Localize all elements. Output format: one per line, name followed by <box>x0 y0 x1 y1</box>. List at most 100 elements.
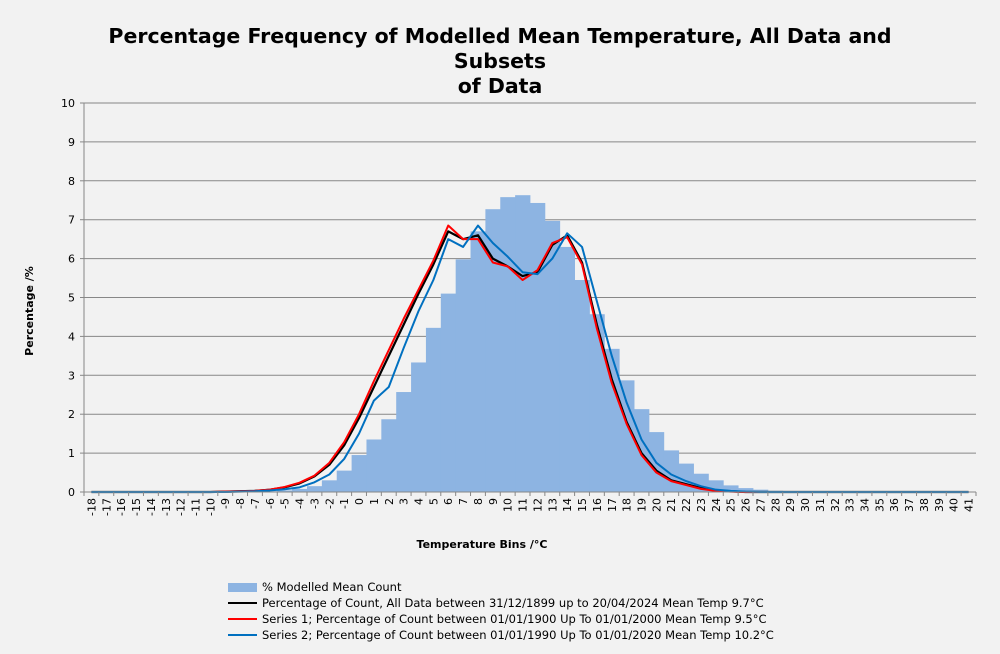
x-tick-label: 35 <box>873 498 886 512</box>
x-tick-label: 15 <box>576 498 589 512</box>
x-tick-label: 26 <box>740 498 753 512</box>
x-tick-label: 33 <box>844 498 857 512</box>
y-tick-label: 7 <box>68 214 75 227</box>
x-tick-label: 39 <box>933 498 946 512</box>
legend-swatch-bars <box>228 582 257 592</box>
x-axis-title: Temperature Bins /°C <box>417 538 548 551</box>
y-tick-label: 10 <box>61 97 75 110</box>
x-tick-label: 25 <box>725 498 738 512</box>
x-tick-label: 6 <box>442 498 455 505</box>
x-tick-label: 4 <box>413 498 426 505</box>
x-tick-label: 40 <box>948 498 961 512</box>
x-tick-label: -1 <box>338 498 351 509</box>
x-tick-label: 22 <box>680 498 693 512</box>
chart-title-line-2: of Data <box>457 74 543 98</box>
x-tick-label: 37 <box>903 498 916 512</box>
x-tick-label: 24 <box>710 498 723 512</box>
x-tick-label: 32 <box>829 498 842 512</box>
x-tick-label: 2 <box>383 498 396 505</box>
x-tick-label: 0 <box>353 498 366 505</box>
x-tick-label: -10 <box>204 498 217 516</box>
x-tick-label: 36 <box>888 498 901 512</box>
y-axis-title: Percentage /% <box>23 266 36 356</box>
histogram-bar <box>738 488 754 492</box>
y-tick-label: 4 <box>68 330 75 343</box>
histogram-bar <box>440 293 457 492</box>
histogram-bar <box>470 231 486 492</box>
legend-swatch-series-2 <box>228 634 257 636</box>
histogram-bar <box>634 409 650 492</box>
legend: % Modelled Mean Count Percentage of Coun… <box>228 579 774 643</box>
histogram-bar <box>411 362 427 492</box>
histogram-bar <box>544 220 561 492</box>
x-tick-label: 30 <box>799 498 812 512</box>
x-tick-label: -12 <box>175 498 188 516</box>
x-tick-label: -2 <box>323 498 336 509</box>
y-tick-label: 6 <box>68 253 75 266</box>
x-tick-label: 21 <box>665 498 678 512</box>
x-tick-label: 16 <box>591 498 604 512</box>
x-tick-label: 29 <box>784 498 797 512</box>
legend-item-series-1: Series 1; Percentage of Count between 01… <box>228 611 774 627</box>
y-tick-label: 0 <box>68 486 75 499</box>
histogram-bar <box>559 246 575 492</box>
x-tick-label: -11 <box>190 498 203 516</box>
histogram-bar <box>515 195 531 492</box>
x-tick-label: 18 <box>621 498 634 512</box>
legend-label-bars: % Modelled Mean Count <box>262 580 402 594</box>
legend-item-all-data: Percentage of Count, All Data between 31… <box>228 595 774 611</box>
histogram-bar <box>753 489 769 492</box>
histogram-bar <box>277 490 293 492</box>
legend-label-all-data: Percentage of Count, All Data between 31… <box>262 596 764 610</box>
histogram-bar <box>307 486 323 492</box>
x-tick-label: 10 <box>502 498 515 512</box>
y-tick-label: 2 <box>68 408 75 421</box>
x-tick-label: 38 <box>918 498 931 512</box>
x-tick-label: 19 <box>636 498 649 512</box>
histogram-bar <box>500 197 516 492</box>
histogram-bar <box>366 439 382 492</box>
chart-title-line-1: Percentage Frequency of Modelled Mean Te… <box>108 24 892 73</box>
x-tick-label: -17 <box>100 498 113 516</box>
histogram-bar <box>530 202 546 492</box>
x-tick-label: 23 <box>695 498 708 512</box>
bar-series <box>247 195 813 492</box>
histogram-bar <box>351 455 367 492</box>
x-tick-label: -5 <box>279 498 292 509</box>
x-tick-label: 28 <box>769 498 782 512</box>
histogram-bar <box>381 419 397 492</box>
x-tick-label: 31 <box>814 498 827 512</box>
x-tick-label: -6 <box>264 498 277 509</box>
legend-label-series-1: Series 1; Percentage of Count between 01… <box>262 612 767 626</box>
x-tick-label: -14 <box>145 498 158 516</box>
x-tick-label: 5 <box>427 498 440 505</box>
x-tick-label: 9 <box>487 498 500 505</box>
x-tick-label: 11 <box>517 498 530 512</box>
x-tick-label: -8 <box>234 498 247 509</box>
legend-swatch-series-1 <box>228 618 257 620</box>
histogram-bar <box>425 327 442 492</box>
legend-item-series-2: Series 2; Percentage of Count between 01… <box>228 627 774 643</box>
x-tick-label: 27 <box>754 498 767 512</box>
chart-title: Percentage Frequency of Modelled Mean Te… <box>100 24 900 99</box>
histogram-bar <box>336 470 352 492</box>
y-tick-label: 3 <box>68 369 75 382</box>
x-tick-label: -7 <box>249 498 262 509</box>
x-tick-label: 7 <box>457 498 470 505</box>
x-tick-label: 1 <box>368 498 381 505</box>
y-tick-label: 9 <box>68 136 75 149</box>
x-tick-label: -13 <box>160 498 173 516</box>
histogram-bar <box>455 259 471 492</box>
histogram-bar <box>723 485 739 492</box>
x-tick-label: -4 <box>294 498 307 509</box>
x-tick-label: 8 <box>472 498 485 505</box>
x-tick-label: 41 <box>963 498 976 512</box>
y-tick-label: 8 <box>68 175 75 188</box>
y-tick-label: 5 <box>68 292 75 305</box>
x-tick-label: -18 <box>85 498 98 516</box>
x-tick-label: -16 <box>115 498 128 516</box>
x-tick-label: 12 <box>531 498 544 512</box>
histogram-bar <box>292 488 308 492</box>
